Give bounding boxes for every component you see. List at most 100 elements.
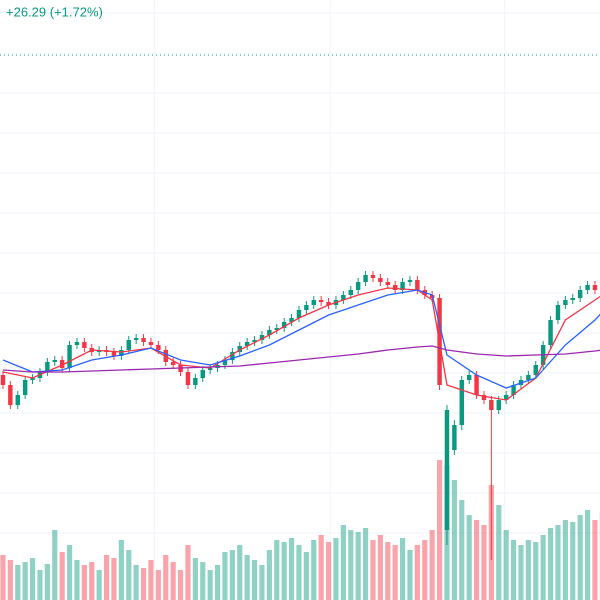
volume-bar xyxy=(422,540,428,600)
candle-body xyxy=(193,378,198,385)
volume-bar xyxy=(44,564,50,600)
volume-bar xyxy=(473,520,480,600)
volume-bar xyxy=(288,538,295,600)
volume-bar xyxy=(533,542,539,600)
candle-body xyxy=(207,368,213,370)
volume-bar xyxy=(74,560,80,600)
volume-bar xyxy=(570,522,576,600)
volume-bar xyxy=(163,555,169,600)
volume-bar xyxy=(185,545,191,600)
candle-body xyxy=(452,425,457,450)
candle-body xyxy=(363,275,368,282)
volume-bar xyxy=(259,565,265,600)
candle-body xyxy=(156,345,161,350)
candle-body xyxy=(526,375,531,380)
candle-body xyxy=(82,342,87,348)
volume-bar xyxy=(503,530,509,600)
candle-body xyxy=(22,380,28,395)
candle-body xyxy=(244,342,250,346)
candle-body xyxy=(392,285,398,290)
volume-bar xyxy=(540,535,546,600)
volume-bar xyxy=(311,540,317,600)
candle-body xyxy=(533,365,538,375)
candle-body xyxy=(592,285,598,290)
candle-body xyxy=(348,290,353,295)
volume-bar xyxy=(222,552,228,600)
volume-bar xyxy=(266,550,272,600)
volume-bar xyxy=(133,565,139,600)
candle-body xyxy=(281,322,287,328)
candle-body xyxy=(52,360,57,362)
volume-bar xyxy=(140,568,147,600)
volume-bar xyxy=(274,540,280,600)
candle-body xyxy=(496,400,501,410)
candle-body xyxy=(289,318,294,322)
volume-bar xyxy=(177,570,184,600)
candle-body xyxy=(15,395,20,405)
candle-body xyxy=(503,395,509,400)
volume-bar xyxy=(592,520,598,600)
candle-body xyxy=(370,275,376,278)
volume-bar xyxy=(481,525,487,600)
candle-body xyxy=(548,320,553,345)
volume-bar xyxy=(148,560,154,600)
volume-bar xyxy=(355,532,361,600)
candle-body xyxy=(59,360,65,368)
candle-body xyxy=(385,282,390,285)
candle-body xyxy=(133,338,139,340)
candle-body xyxy=(74,342,80,345)
candle-body xyxy=(378,278,383,282)
volume-bar xyxy=(496,505,502,600)
volume-bar xyxy=(155,570,161,600)
candle-body xyxy=(459,380,464,425)
volume-bar xyxy=(584,510,591,600)
volume-bar xyxy=(392,545,398,600)
volume-bar xyxy=(111,558,117,600)
candle-body xyxy=(111,352,117,356)
volume-bar xyxy=(525,540,531,600)
candle-body xyxy=(311,300,316,305)
candle-body xyxy=(341,295,346,300)
candle-body xyxy=(126,340,131,350)
volume-bar xyxy=(362,528,369,600)
candle-body xyxy=(304,305,309,310)
volume-bar xyxy=(0,555,6,600)
candle-body xyxy=(555,305,561,320)
candle-body xyxy=(481,395,487,400)
volume-bar xyxy=(466,515,472,600)
volume-bar xyxy=(59,552,65,600)
volume-bar xyxy=(318,535,324,600)
volume-bar xyxy=(399,538,406,600)
volume-bar xyxy=(237,545,243,600)
candle-body xyxy=(407,280,413,282)
volume-bar xyxy=(451,480,457,600)
volume-bar xyxy=(414,545,420,600)
volume-bar xyxy=(52,530,58,600)
candle-body xyxy=(230,352,235,360)
volume-bar xyxy=(96,570,102,600)
candle-body xyxy=(570,298,575,300)
candle-body xyxy=(577,290,583,298)
volume-bar xyxy=(192,558,198,600)
volume-bar xyxy=(229,550,235,600)
moving-average-line xyxy=(2,289,600,389)
volume-bar xyxy=(200,562,206,600)
volume-bar xyxy=(118,540,124,600)
volume-bar xyxy=(370,540,376,600)
candle-body xyxy=(400,282,405,290)
candle-body xyxy=(30,378,35,380)
volume-bar xyxy=(562,520,568,600)
volume-bar xyxy=(251,560,258,600)
volume-bar xyxy=(577,515,583,600)
volume-bar xyxy=(377,535,383,600)
candle-body xyxy=(511,385,516,395)
candle-body xyxy=(444,410,450,530)
volume-bar xyxy=(89,562,95,600)
candle-body xyxy=(415,280,420,290)
candle-body xyxy=(200,370,205,378)
candle-body xyxy=(252,340,257,342)
candle-body xyxy=(274,328,279,330)
volume-bar xyxy=(214,565,221,600)
volume-bar xyxy=(303,552,309,600)
